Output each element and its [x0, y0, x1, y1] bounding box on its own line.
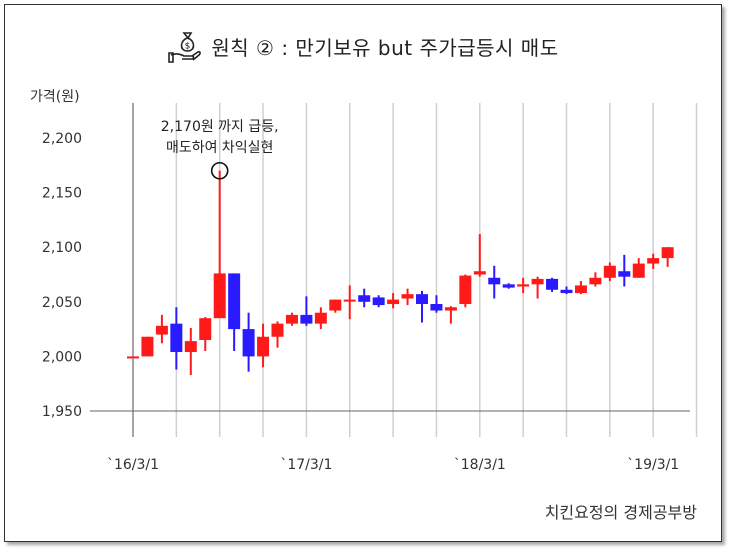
- title-row: $ 원칙 ② : 만기보유 but 주가급등시 매도: [5, 29, 721, 63]
- candle-up: [603, 265, 616, 278]
- candle-down: [416, 294, 428, 304]
- candle-down: [546, 278, 559, 290]
- candle-down: [560, 289, 573, 294]
- candle-down: [228, 273, 241, 330]
- candle-up: [257, 336, 270, 357]
- y-axis-label: 가격(원): [30, 89, 80, 105]
- candle-up: [199, 318, 212, 341]
- candle-up: [271, 323, 284, 337]
- chart-title: 원칙 ② : 만기보유 but 주가급등시 매도: [211, 35, 559, 60]
- candle-up: [574, 285, 587, 294]
- candle-up: [473, 271, 486, 275]
- candle-up: [589, 277, 602, 285]
- candle-up: [155, 325, 168, 335]
- candle-down: [170, 323, 183, 353]
- candle-down: [618, 271, 631, 277]
- candle-down: [358, 295, 371, 302]
- x-tick-label: `17/3/1: [280, 457, 332, 473]
- candle-up: [401, 294, 414, 299]
- annotation-text: 매도하여 차익실현: [166, 140, 274, 156]
- candle-up: [517, 284, 530, 287]
- candle-up: [329, 299, 342, 311]
- candle-up: [444, 307, 457, 311]
- candle-up: [127, 356, 139, 359]
- candle-up: [647, 258, 660, 264]
- x-tick-label: `19/3/1: [627, 457, 679, 473]
- chart-card: $ 원칙 ② : 만기보유 but 주가급등시 매도 치킨요정의 경제공부방: [4, 4, 722, 542]
- candle-up: [343, 299, 356, 302]
- candle-up: [184, 341, 197, 353]
- x-tick-label: `18/3/1: [454, 457, 506, 473]
- candle-down: [502, 284, 515, 288]
- y-tick-label: 1,950: [42, 404, 82, 420]
- candle-up: [213, 273, 226, 319]
- candle-down: [430, 303, 443, 311]
- x-tick-label: `16/3/1: [107, 457, 159, 473]
- annotation-text: 2,170원 까지 급등,: [161, 119, 279, 135]
- source-label: 치킨요정의 경제공부방: [544, 503, 697, 522]
- svg-text:$: $: [185, 42, 191, 52]
- y-tick-label: 2,200: [42, 131, 82, 147]
- y-tick-label: 2,000: [42, 349, 82, 365]
- y-tick-label: 2,100: [42, 240, 82, 256]
- candle-up: [387, 299, 400, 304]
- candle-up: [531, 278, 544, 285]
- candle-up: [459, 275, 472, 304]
- candle-down: [372, 297, 385, 306]
- y-tick-label: 2,150: [42, 186, 82, 202]
- money-bag-hand-icon: $: [168, 32, 202, 63]
- y-tick-label: 2,050: [42, 295, 82, 311]
- annotation-marker: [210, 161, 229, 180]
- candle-down: [488, 277, 501, 285]
- candle-up: [632, 263, 645, 278]
- candle-down: [242, 329, 255, 357]
- candle-down: [300, 314, 313, 324]
- candle-up: [285, 314, 298, 324]
- candle-up: [141, 336, 154, 357]
- candle-up: [661, 247, 674, 259]
- candle-up: [314, 312, 327, 324]
